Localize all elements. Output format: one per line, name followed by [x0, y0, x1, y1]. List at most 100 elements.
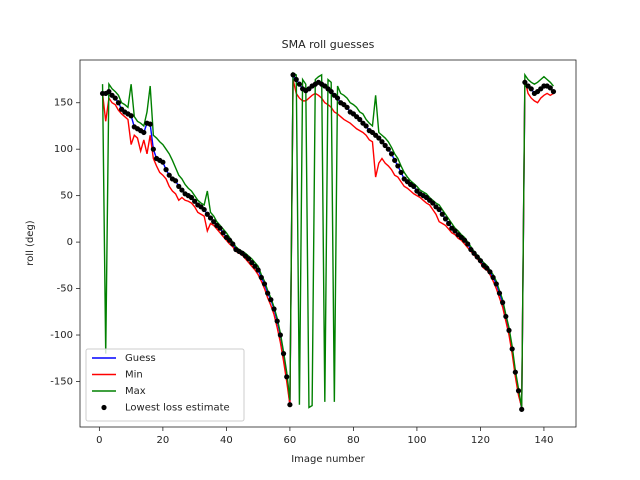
scatter-point: [284, 374, 290, 380]
x-tick-label: 60: [284, 435, 297, 446]
scatter-point: [328, 88, 334, 95]
x-tick-label: 80: [347, 435, 360, 446]
x-tick-label: 40: [220, 435, 233, 446]
y-tick-label: 150: [54, 98, 73, 109]
x-tick-label: 120: [471, 435, 490, 446]
y-tick-label: 100: [54, 144, 73, 155]
scatter-point: [230, 241, 236, 247]
y-axis-label: roll (deg): [25, 220, 36, 265]
scatter-point: [496, 290, 503, 296]
plot-area: [99, 71, 557, 412]
scatter-point: [280, 351, 287, 357]
x-axis-label: Image number: [291, 454, 365, 465]
scatter-point: [385, 146, 391, 152]
scatter-point: [290, 72, 296, 78]
scatter-point: [150, 146, 156, 152]
scatter-point: [461, 237, 468, 243]
legend-label: Lowest loss estimate: [125, 403, 230, 414]
scatter-point: [471, 250, 477, 256]
scatter-point: [226, 237, 233, 243]
scatter-point: [436, 206, 442, 213]
scatter-point: [442, 216, 449, 222]
scatter-point: [188, 194, 195, 201]
scatter-point: [271, 306, 277, 312]
scatter-point: [430, 200, 436, 206]
scatter-point: [261, 281, 268, 287]
scatter-point: [172, 178, 179, 184]
scatter-point: [395, 163, 401, 169]
scatter-point: [512, 369, 518, 375]
x-tick-label: 100: [407, 435, 426, 446]
scatter-point: [503, 313, 509, 320]
legend-label: Guess: [125, 353, 156, 364]
scatter-point: [509, 346, 515, 352]
scatter-point: [484, 265, 490, 271]
scatter-point: [201, 206, 207, 213]
scatter-point: [452, 228, 458, 234]
y-tick-label: -150: [50, 376, 73, 387]
scatter-point: [268, 297, 274, 303]
legend-box: [85, 348, 245, 422]
axes-frame: [79, 59, 577, 428]
scatter-point: [506, 327, 512, 333]
scatter-point: [277, 332, 283, 338]
scatter-point: [477, 258, 484, 264]
scatter-point: [515, 388, 522, 394]
scatter-point: [487, 269, 493, 275]
scatter-point: [274, 318, 280, 324]
x-tick-label: 0: [96, 435, 102, 446]
scatter-point: [128, 113, 134, 119]
legend-label: Min: [125, 370, 143, 381]
scatter-point: [344, 104, 350, 110]
scatter-point: [258, 274, 264, 281]
scatter-point: [500, 299, 506, 306]
y-tick-label: 50: [60, 191, 73, 202]
scatter-point: [217, 225, 223, 231]
scatter-point: [468, 246, 474, 253]
scatter-point: [398, 169, 404, 176]
scatter-point: [357, 116, 363, 123]
scatter-point: [112, 95, 118, 101]
y-tick-label: -100: [50, 330, 73, 341]
scatter-point: [388, 151, 395, 157]
scatter-point: [163, 167, 169, 173]
scatter-point: [249, 259, 255, 266]
scatter-point: [115, 100, 122, 106]
x-tick-label: 140: [534, 435, 553, 446]
scatter-point: [446, 220, 452, 227]
scatter-point: [204, 211, 210, 217]
scatter-point: [176, 183, 182, 189]
chart-title: SMA roll guesses: [282, 38, 375, 51]
scatter-point: [147, 121, 153, 127]
scatter-point: [379, 139, 385, 145]
scatter-point: [474, 254, 480, 260]
scatter-point: [166, 172, 172, 178]
scatter-point: [252, 263, 258, 269]
scatter-point: [246, 256, 252, 262]
scatter-point: [439, 211, 445, 217]
scatter-point: [160, 159, 166, 165]
legend-label: Max: [125, 386, 146, 397]
scatter-point: [547, 85, 553, 91]
scatter-point: [296, 81, 303, 87]
scatter-point: [493, 281, 499, 287]
scatter-point: [334, 95, 341, 101]
legend-marker: [101, 404, 107, 411]
scatter-point: [519, 406, 525, 412]
scatter-point: [207, 215, 214, 221]
scatter-point: [106, 88, 112, 95]
scatter-point: [363, 123, 369, 129]
scatter-point: [141, 129, 147, 136]
scatter-point: [490, 274, 496, 281]
scatter-point: [179, 187, 185, 193]
scatter-point: [265, 290, 271, 296]
scatter-point: [550, 88, 557, 95]
scatter-point: [255, 267, 261, 273]
y-tick-label: -50: [57, 284, 73, 295]
scatter-point: [192, 198, 198, 204]
scatter-point: [382, 142, 388, 149]
scatter-point: [287, 402, 293, 408]
y-tick-label: 0: [67, 237, 73, 248]
x-tick-label: 20: [157, 435, 170, 446]
